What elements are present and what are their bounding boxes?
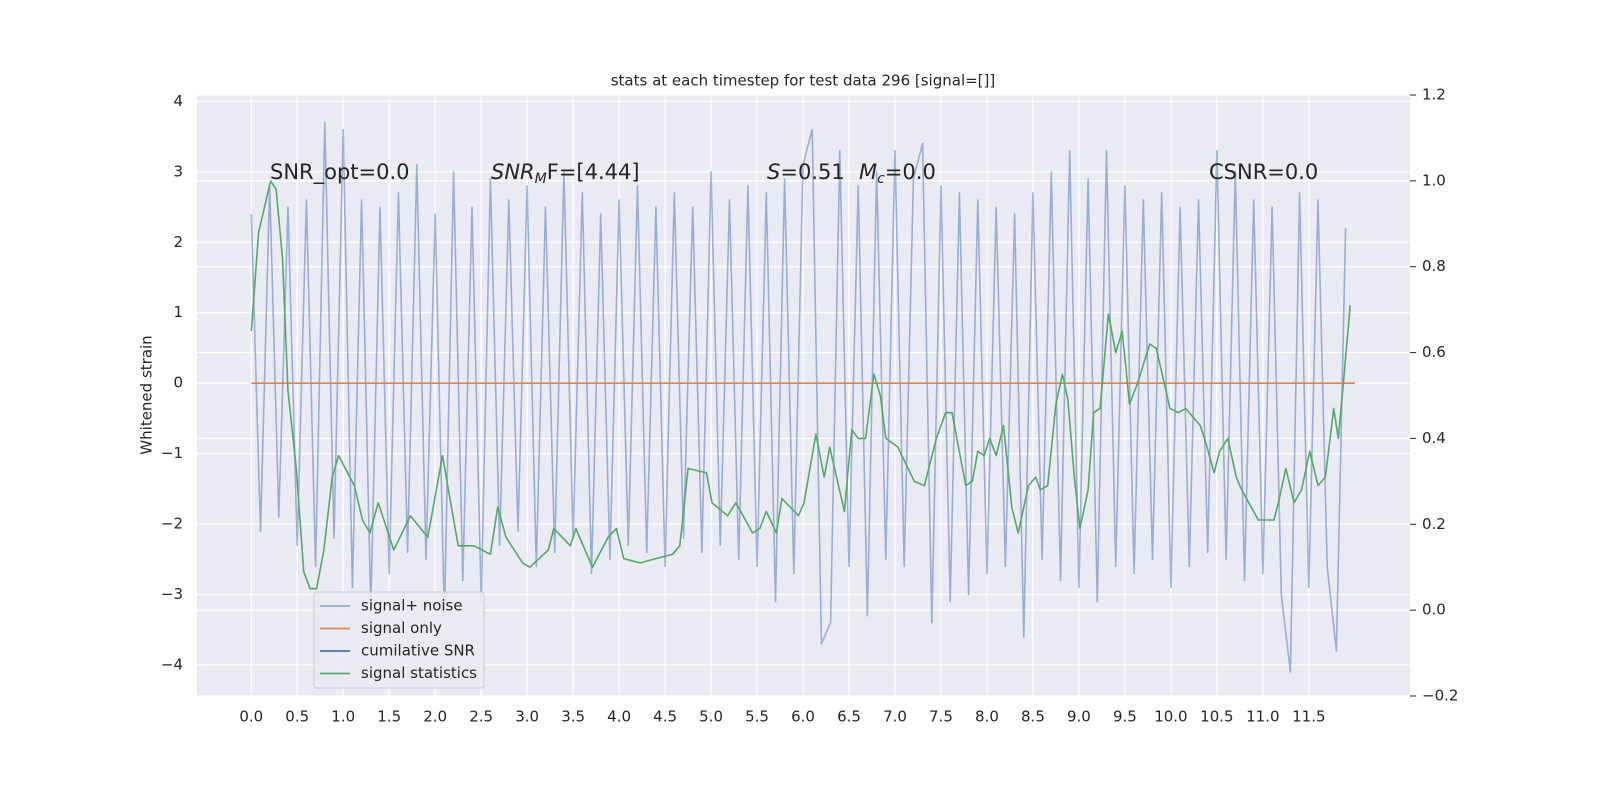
annotation-base: M [859,160,877,184]
y2-tick-label: 0.8 [1422,257,1446,275]
x-tick-label: 2.0 [423,708,447,726]
y-tick-label: −2 [161,515,183,533]
chart-title: stats at each timestep for test data 296… [611,72,996,90]
annotation-base: SNR [491,160,535,184]
annotation: Mc=0.0 [859,160,936,187]
legend-box [313,591,485,689]
y-tick-label: 4 [173,92,183,110]
labels: 0.0 0.5 1.0 1.5 2.0 2.5 3.0 3.5 4.0 4.5 5.0 5.5 6.0 6… [161,86,1459,726]
annotation-rest: =0.0 [885,160,936,184]
x-tick-label: 1.0 [331,708,355,726]
legend-label: cumilative SNR [361,642,475,660]
x-tick-label: 10.5 [1200,708,1233,726]
y-tick-label: 0 [173,374,183,392]
x-tick-label: 2.5 [469,708,493,726]
x-tick-label: 7.5 [929,708,953,726]
y2-tick-label: 1.0 [1422,171,1446,189]
x-tick-label: 0.0 [239,708,263,726]
x-tick-label: 5.5 [745,708,769,726]
x-tick-label: 9.5 [1113,708,1137,726]
y2-tick-label: 0.6 [1422,343,1446,361]
legend-label: signal+ noise [361,597,463,615]
y-tick-label: 2 [173,233,183,251]
y2-tick-label: 0.0 [1422,601,1446,619]
y-tick-label: 1 [173,303,183,321]
y-tick-label: −4 [161,655,183,673]
legend-label: signal statistics [361,664,477,682]
x-tick-label: 1.5 [377,708,401,726]
x-tick-label: 0.5 [285,708,309,726]
annotation-text: SNR_opt=0.0 [270,160,410,185]
x-tick-label: 7.0 [883,708,907,726]
series-line [250,180,1351,590]
annotation: SNRMF=[4.44] [491,160,640,187]
x-tick-label: 3.5 [561,708,585,726]
annotation-rest: =0.51 [780,160,844,184]
x-tick-label: 4.0 [607,708,631,726]
annotation-sub: c [877,171,885,187]
x-tick-label: 4.5 [653,708,677,726]
x-tick-label: 6.5 [837,708,861,726]
x-tick-label: 5.0 [699,708,723,726]
y-tick-label: −1 [161,444,183,462]
annotation: S=0.51 [767,160,845,184]
y2-tick-label: 0.2 [1422,515,1446,533]
y-axis-label: Whitened strain [138,335,156,454]
y2-tick-label: −0.2 [1422,687,1458,705]
annotation-sub: M [535,171,547,187]
marks: signal+ noise signal only cumilative SNR si… [250,121,1355,689]
x-tick-label: 3.0 [515,708,539,726]
legend-label: signal only [361,619,442,637]
annotation-base: S [767,160,780,184]
y-tick-label: −3 [161,585,183,603]
x-tick-label: 10.0 [1154,708,1187,726]
y2-tick-label: 0.4 [1422,429,1446,447]
x-tick-label: 9.0 [1067,708,1091,726]
y2-tick-label: 1.2 [1422,86,1446,104]
annotation: CSNR=0.0 [1209,160,1318,184]
annotation-rest: F=[4.44] [547,160,640,184]
x-tick-label: 11.0 [1246,708,1279,726]
y-tick-label: 3 [173,162,183,180]
x-tick-label: 6.0 [791,708,815,726]
annotation-text: CSNR=0.0 [1209,160,1318,184]
x-tick-label: 8.0 [975,708,999,726]
series-line [250,121,1347,673]
x-tick-label: 8.5 [1021,708,1045,726]
annotation: SNR_opt=0.0 [270,160,410,185]
x-tick-label: 11.5 [1292,708,1325,726]
